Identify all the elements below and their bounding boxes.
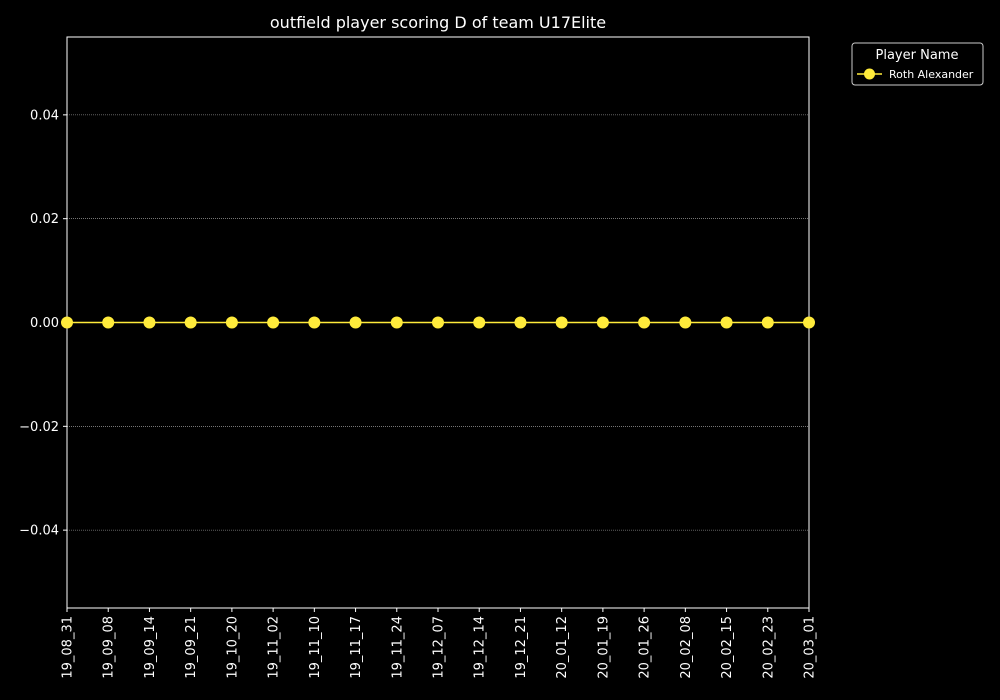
x-tick-label: 19_09_14: [143, 616, 158, 679]
series-layer: [61, 316, 815, 329]
y-tick-label: −0.02: [19, 420, 59, 435]
data-point: [349, 316, 362, 329]
data-point: [143, 316, 156, 329]
data-point: [102, 316, 115, 329]
x-tick-label: 20_03_01: [803, 616, 818, 679]
x-tick-label: 20_01_12: [555, 616, 570, 679]
y-tick-label: −0.04: [19, 524, 59, 539]
data-point: [720, 316, 733, 329]
data-point: [803, 316, 815, 329]
data-point: [555, 316, 568, 329]
y-tick-label: 0.04: [30, 108, 59, 123]
x-tick-label: 19_12_21: [514, 616, 529, 679]
data-point: [432, 316, 444, 329]
data-point: [761, 316, 774, 329]
y-axis: −0.04 −0.02 0.00 0.02 0.04: [19, 108, 67, 539]
x-tick-label: 19_10_20: [225, 616, 240, 679]
x-tick-label: 20_02_15: [720, 616, 735, 679]
legend: Player Name Roth Alexander: [851, 42, 984, 86]
x-tick-label: 20_02_08: [679, 616, 694, 679]
y-tick-label: 0.00: [30, 316, 59, 331]
x-tick-label: 19_11_17: [349, 616, 364, 679]
x-tick-label: 19_08_31: [61, 616, 76, 679]
x-tick-label: 19_11_02: [267, 616, 282, 679]
x-tick-label: 19_12_07: [432, 616, 447, 679]
data-point: [184, 316, 197, 329]
x-tick-label: 19_09_21: [184, 616, 199, 679]
legend-entry-label: Roth Alexander: [889, 68, 974, 81]
x-tick-label: 19_11_10: [308, 616, 323, 679]
data-point: [679, 316, 692, 329]
legend-title: Player Name: [876, 48, 959, 63]
x-tick-label: 20_02_23: [761, 616, 776, 679]
data-point: [638, 316, 651, 329]
x-tick-label: 19_11_24: [390, 616, 405, 679]
data-point: [390, 316, 403, 329]
data-point: [596, 316, 609, 329]
legend-marker: [864, 68, 875, 80]
data-point: [514, 316, 527, 329]
data-point: [308, 316, 321, 329]
x-tick-label: 20_01_26: [638, 616, 653, 679]
data-point: [225, 316, 238, 329]
data-point: [61, 316, 73, 329]
y-tick-label: 0.02: [30, 212, 59, 227]
x-tick-label: 19_09_08: [102, 616, 117, 679]
legend-box: [851, 42, 984, 86]
x-tick-label: 19_12_14: [473, 616, 488, 679]
data-point: [267, 316, 280, 329]
chart-title: outfield player scoring D of team U17Eli…: [270, 13, 606, 32]
x-tick-label: 20_01_19: [596, 616, 611, 679]
data-point: [473, 316, 486, 329]
x-axis: 19_08_31 19_09_08 19_09_14 19_09_21 19_10_20…: [61, 608, 818, 679]
